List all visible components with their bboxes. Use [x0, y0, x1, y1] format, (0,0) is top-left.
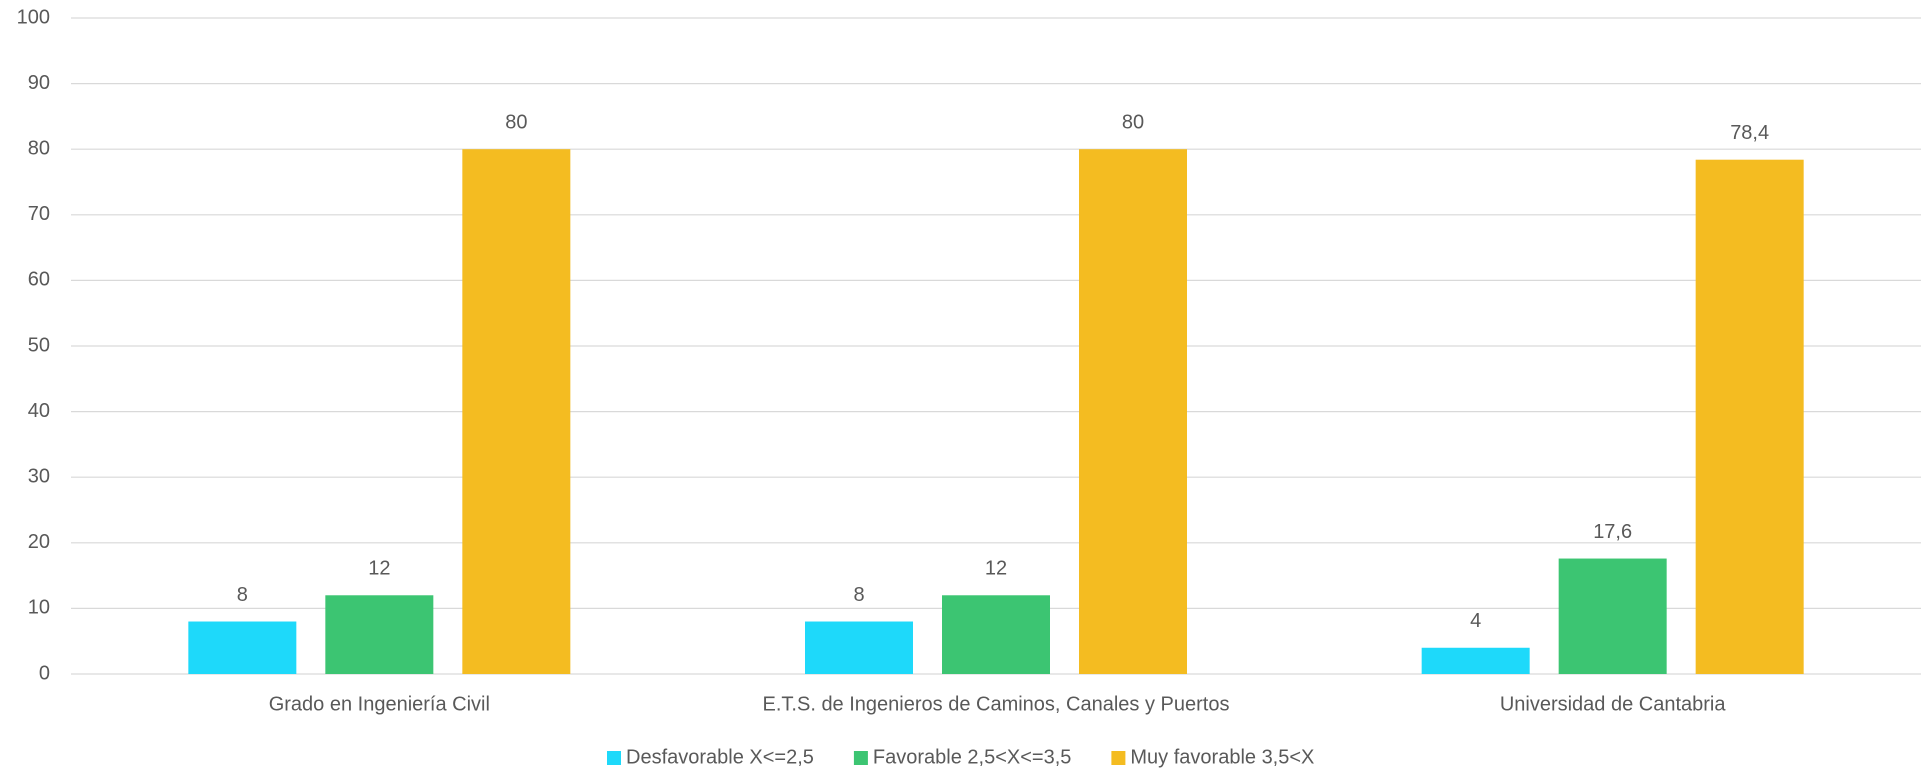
y-tick-label: 10 [28, 597, 50, 619]
data-label: 8 [237, 584, 248, 606]
x-tick-label: Universidad de Cantabria [1500, 693, 1727, 715]
x-tick-label: E.T.S. de Ingenieros de Caminos, Canales… [763, 693, 1230, 715]
bar [462, 149, 571, 674]
data-label: 80 [1122, 111, 1144, 133]
data-label: 78,4 [1730, 122, 1769, 144]
data-label: 8 [853, 584, 864, 606]
bar [1558, 558, 1667, 674]
bar [188, 621, 297, 674]
data-label: 4 [1470, 610, 1481, 632]
bar [1079, 149, 1187, 674]
y-tick-label: 100 [17, 6, 50, 28]
y-tick-label: 80 [28, 137, 50, 159]
legend-swatch [1111, 751, 1126, 765]
data-label: 17,6 [1593, 521, 1632, 543]
y-tick-label: 20 [28, 531, 50, 553]
data-label: 12 [985, 558, 1007, 580]
y-tick-label: 40 [28, 400, 50, 422]
legend-label: Favorable 2,5<X<=3,5 [873, 746, 1071, 768]
legend-swatch [607, 751, 621, 765]
x-tick-label: Grado en Ingeniería Civil [269, 693, 490, 715]
y-tick-label: 0 [39, 662, 50, 684]
bar [1695, 159, 1804, 675]
legend-swatch [853, 751, 868, 765]
y-tick-label: 90 [28, 72, 50, 94]
y-tick-label: 50 [28, 334, 50, 356]
legend-label: Desfavorable X<=2,5 [626, 746, 814, 768]
data-label: 12 [368, 558, 390, 580]
y-tick-label: 60 [28, 269, 50, 291]
data-label: 80 [505, 111, 527, 133]
bar [325, 595, 434, 674]
bar [805, 621, 913, 674]
bar [1421, 647, 1530, 674]
bar [942, 595, 1050, 674]
legend-label: Muy favorable 3,5<X [1130, 746, 1314, 768]
y-tick-label: 30 [28, 465, 50, 487]
y-tick-label: 70 [28, 203, 50, 225]
